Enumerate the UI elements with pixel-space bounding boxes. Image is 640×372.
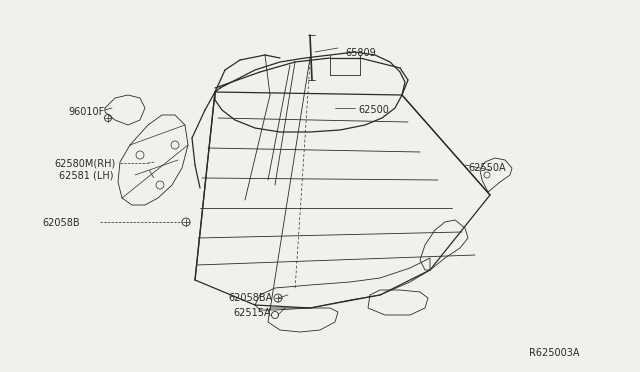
Text: 62500: 62500	[358, 105, 389, 115]
Text: R625003A: R625003A	[529, 348, 580, 358]
Text: 62581 (LH): 62581 (LH)	[59, 170, 113, 180]
Text: 62058B: 62058B	[42, 218, 79, 228]
Text: 62550A: 62550A	[468, 163, 506, 173]
Text: 62058BA: 62058BA	[228, 293, 272, 303]
Text: 96010F: 96010F	[68, 107, 104, 117]
Text: 62580M(RH): 62580M(RH)	[54, 158, 115, 168]
Text: 62515A: 62515A	[233, 308, 271, 318]
Text: 65809: 65809	[345, 48, 376, 58]
